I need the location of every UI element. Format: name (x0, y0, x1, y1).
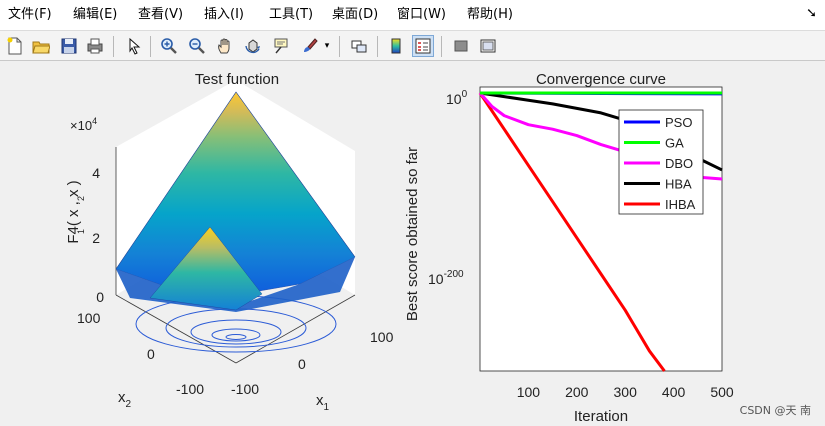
zoom-out-icon[interactable] (186, 35, 208, 57)
save-icon[interactable] (58, 35, 80, 57)
series-line-ihba (478, 92, 666, 372)
legend-label-ihba: IHBA (665, 197, 696, 212)
y-tick-label: 100 (446, 89, 468, 107)
toolbar-separator (377, 36, 378, 57)
menu-desktop[interactable]: 桌面(D) (332, 7, 379, 22)
legend-icon[interactable] (412, 35, 434, 57)
menu-file[interactable]: 文件(F) (8, 7, 52, 22)
open-file-icon[interactable] (30, 35, 52, 57)
z-axis-label: F4( x , x ) (65, 180, 82, 243)
z-exponent-label: ×104 (70, 116, 97, 133)
x-tick-label: 200 (565, 384, 589, 400)
figure-canvas[interactable]: Test function ×104 4 2 0 F4( x , x ) 1 2… (0, 62, 825, 426)
brush-dropdown-icon[interactable]: ▾ (324, 41, 330, 51)
link-plot-icon[interactable] (348, 35, 370, 57)
base-contours (135, 295, 337, 353)
surface-title: Test function (195, 71, 279, 88)
y-tick-label: 10-200 (428, 269, 464, 287)
pointer-icon[interactable] (123, 35, 145, 57)
menu-window[interactable]: 窗口(W) (397, 7, 446, 22)
toolbar-separator (441, 36, 442, 57)
legend-label-dbo: DBO (665, 156, 693, 171)
z-tick-label: 2 (92, 230, 100, 246)
figure-toolbar: ▾ (0, 30, 825, 61)
chart-title: Convergence curve (536, 71, 666, 88)
z-axis-label-sub1: 1 (76, 229, 86, 234)
z-tick-label: 0 (96, 289, 104, 305)
x-tick-label: 100 (517, 384, 541, 400)
chart-legend[interactable]: PSO GA DBO HBA IHBA (618, 109, 704, 215)
toolbar-separator (113, 36, 114, 57)
convergence-chart: Convergence curve 100 10-200 Best score … (404, 71, 734, 425)
toolbar-separator (339, 36, 340, 57)
watermark: CSDN @天 南 (739, 404, 811, 417)
menu-edit[interactable]: 编辑(E) (73, 7, 118, 22)
z-axis-label-sub2: 2 (76, 196, 86, 201)
zoom-in-icon[interactable] (158, 35, 180, 57)
surface-ridge (115, 91, 356, 270)
hide-plot-tools-icon[interactable] (450, 35, 472, 57)
brush-icon[interactable] (298, 35, 320, 57)
z-tick-label: 4 (92, 165, 100, 181)
x-axis-label: Iteration (574, 408, 628, 425)
menu-view[interactable]: 查看(V) (138, 7, 184, 22)
y-axis-label: Best score obtained so far (404, 147, 421, 321)
x-tick-labels: 100 200 300 400 500 (517, 384, 734, 400)
x-tick-label: 300 (614, 384, 638, 400)
print-icon[interactable] (84, 35, 106, 57)
dock-arrow-icon[interactable]: ➘ (806, 6, 817, 21)
x1-tick-label: -100 (231, 381, 259, 397)
figure-svg: Test function ×104 4 2 0 F4( x , x ) 1 2… (65, 71, 734, 425)
toolbar-separator (150, 36, 151, 57)
menu-help[interactable]: 帮助(H) (467, 7, 513, 22)
x2-axis-label: x2 (118, 389, 132, 410)
show-plot-tools-icon[interactable] (477, 35, 499, 57)
x2-tick-label: 100 (77, 310, 101, 326)
x1-axis-label: x1 (316, 392, 330, 413)
rotate-3d-icon[interactable] (242, 35, 264, 57)
menu-bar: 文件(F) 编辑(E) 查看(V) 插入(I) 工具(T) 桌面(D) 窗口(W… (0, 0, 825, 30)
x2-tick-label: -100 (176, 381, 204, 397)
x2-tick-label: 0 (147, 346, 155, 362)
legend-label-pso: PSO (665, 115, 692, 130)
pan-icon[interactable] (214, 35, 236, 57)
x1-tick-label: 0 (298, 356, 306, 372)
surface-front-peak (149, 226, 263, 311)
menu-insert[interactable]: 插入(I) (204, 7, 244, 22)
x-tick-label: 500 (710, 384, 734, 400)
surface-plot: Test function ×104 4 2 0 F4( x , x ) 1 2… (65, 71, 394, 413)
legend-label-ga: GA (665, 136, 684, 151)
menu-tools[interactable]: 工具(T) (269, 7, 314, 22)
x1-tick-label: 100 (370, 329, 394, 345)
legend-label-hba: HBA (665, 177, 692, 192)
data-cursor-icon[interactable] (270, 35, 292, 57)
colorbar-icon[interactable] (385, 35, 407, 57)
new-figure-icon[interactable] (4, 35, 26, 57)
x-tick-label: 400 (662, 384, 686, 400)
